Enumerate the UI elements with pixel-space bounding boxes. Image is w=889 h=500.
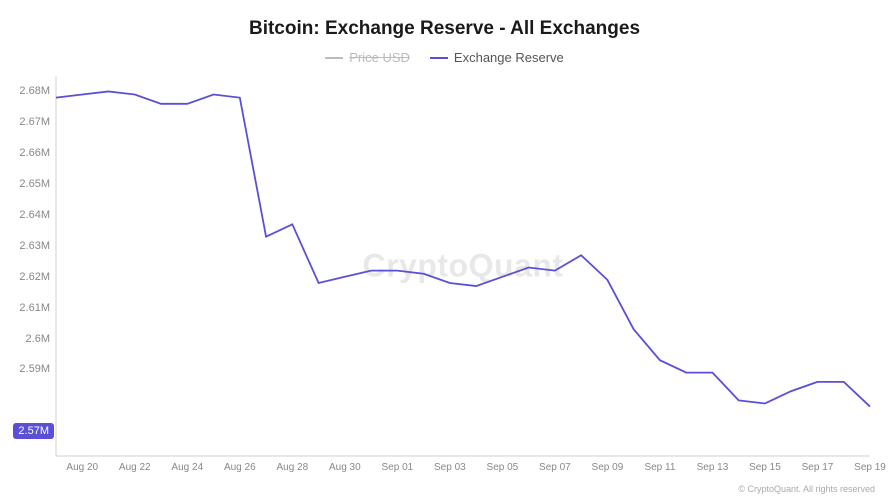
copyright-text: © CryptoQuant. All rights reserved [738, 484, 875, 494]
plot-area: CryptoQuant 2.68M2.67M2.66M2.65M2.64M2.6… [56, 76, 870, 456]
x-tick-label: Aug 26 [224, 456, 256, 473]
x-tick-label: Sep 11 [644, 456, 675, 473]
x-tick-label: Aug 20 [66, 456, 98, 473]
x-tick-label: Aug 28 [276, 456, 308, 473]
y-tick-label: 2.59M [19, 363, 56, 375]
x-tick-label: Sep 17 [802, 456, 834, 473]
y-tick-label: 2.66M [19, 147, 56, 159]
legend-swatch-reserve [430, 57, 448, 59]
x-tick-label: Sep 05 [487, 456, 519, 473]
plot-svg [56, 76, 870, 456]
x-tick-label: Sep 13 [697, 456, 729, 473]
y-tick-label: 2.65M [19, 178, 56, 190]
chart-container: Bitcoin: Exchange Reserve - All Exchange… [0, 0, 889, 500]
y-tick-label: 2.6M [26, 333, 56, 345]
y-tick-label: 2.63M [19, 240, 56, 252]
x-tick-label: Sep 03 [434, 456, 466, 473]
x-tick-label: Sep 01 [381, 456, 413, 473]
y-tick-label: 2.64M [19, 209, 56, 221]
legend-item-price[interactable]: Price USD [325, 50, 410, 65]
legend: Price USD Exchange Reserve [0, 50, 889, 65]
y-tick-label: 2.68M [19, 85, 56, 97]
legend-label-reserve: Exchange Reserve [454, 50, 564, 65]
x-tick-label: Sep 09 [592, 456, 624, 473]
x-tick-label: Aug 22 [119, 456, 151, 473]
legend-swatch-price [325, 57, 343, 59]
chart-title: Bitcoin: Exchange Reserve - All Exchange… [0, 0, 889, 40]
x-tick-label: Aug 30 [329, 456, 361, 473]
x-tick-label: Sep 15 [749, 456, 781, 473]
y-tick-label: 2.67M [19, 116, 56, 128]
x-tick-label: Aug 24 [171, 456, 203, 473]
legend-label-price: Price USD [349, 50, 410, 65]
legend-item-reserve[interactable]: Exchange Reserve [430, 50, 564, 65]
y-current-badge: 2.57M [13, 423, 54, 439]
x-tick-label: Sep 07 [539, 456, 571, 473]
line-exchange-reserve [56, 91, 870, 406]
y-tick-label: 2.61M [19, 302, 56, 314]
y-tick-label: 2.62M [19, 271, 56, 283]
x-tick-label: Sep 19 [854, 456, 886, 473]
